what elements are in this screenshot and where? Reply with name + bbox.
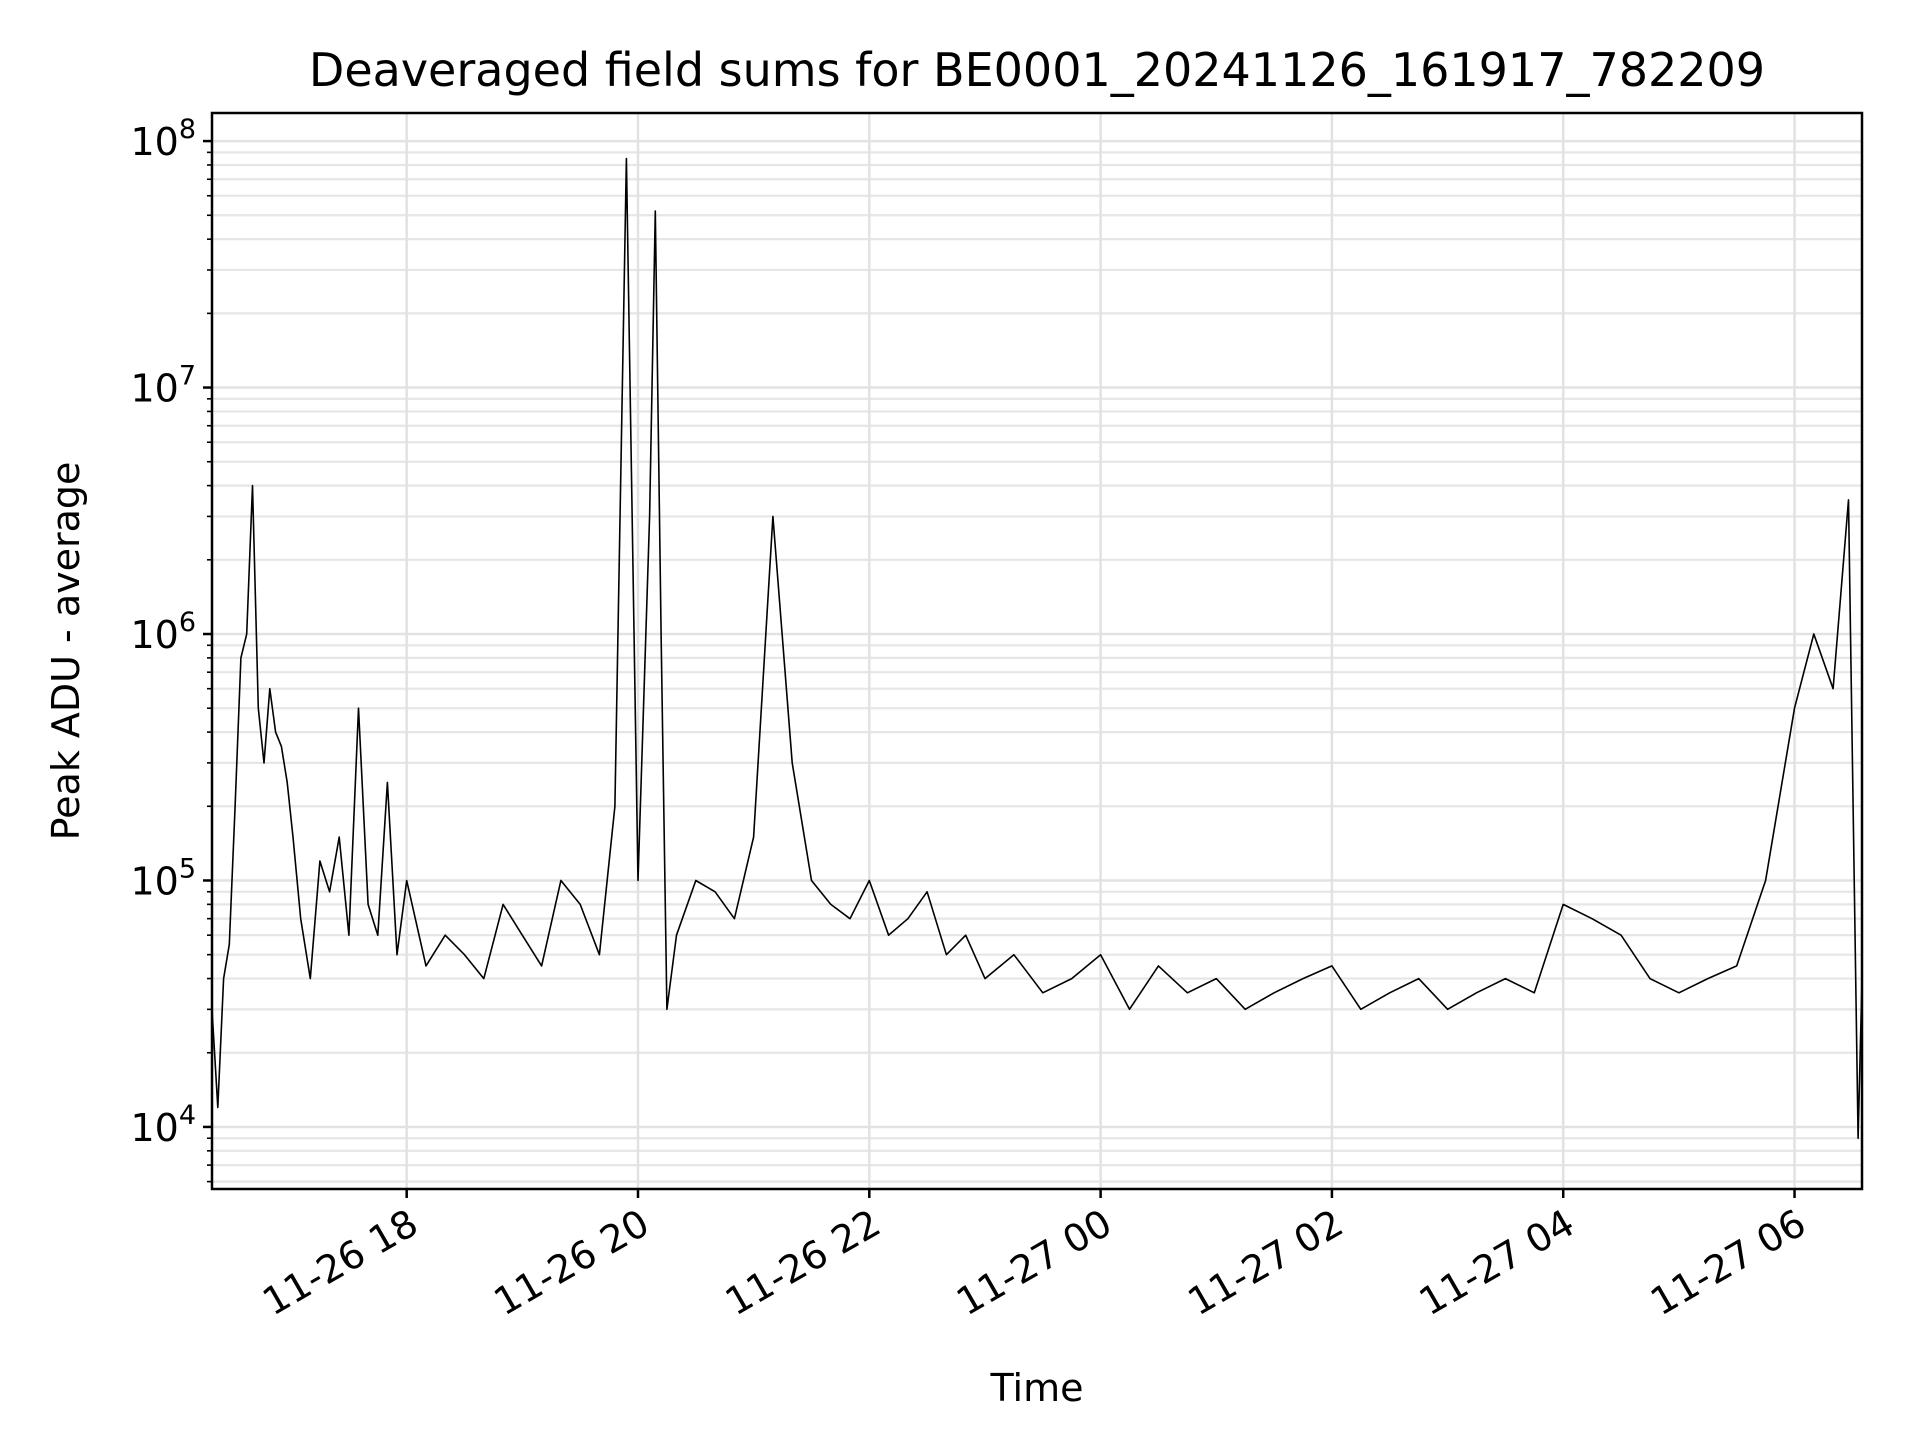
- x-axis-label: Time: [990, 1366, 1084, 1410]
- y-tick-label: 106: [130, 607, 196, 657]
- x-tick-label: 11-26 18: [255, 1201, 425, 1325]
- y-tick-label: 108: [130, 114, 196, 164]
- grid: [212, 113, 1862, 1189]
- y-axis: 104 105 106 107 108: [130, 114, 212, 1183]
- x-axis: 11-26 18 11-26 20 11-26 22 11-27 00 11-27 02…: [255, 1189, 1813, 1324]
- x-tick-label: 11-26 20: [487, 1201, 657, 1325]
- series-line: [211, 157, 1863, 1139]
- y-tick-label: 104: [130, 1100, 196, 1150]
- x-tick-label: 11-27 02: [1180, 1201, 1350, 1325]
- y-axis-label: Peak ADU - average: [44, 462, 88, 841]
- plot-frame: [210, 111, 1864, 1191]
- x-tick-label: 11-27 04: [1412, 1201, 1582, 1325]
- y-tick-label: 105: [130, 853, 196, 903]
- chart-title: Deaveraged field sums for BE0001_2024112…: [309, 43, 1765, 97]
- series-path: [211, 157, 1863, 1139]
- x-tick-label: 11-27 06: [1643, 1201, 1813, 1325]
- y-tick-label: 107: [130, 361, 196, 411]
- x-tick-label: 11-26 22: [718, 1201, 888, 1325]
- x-tick-label: 11-27 00: [949, 1201, 1119, 1325]
